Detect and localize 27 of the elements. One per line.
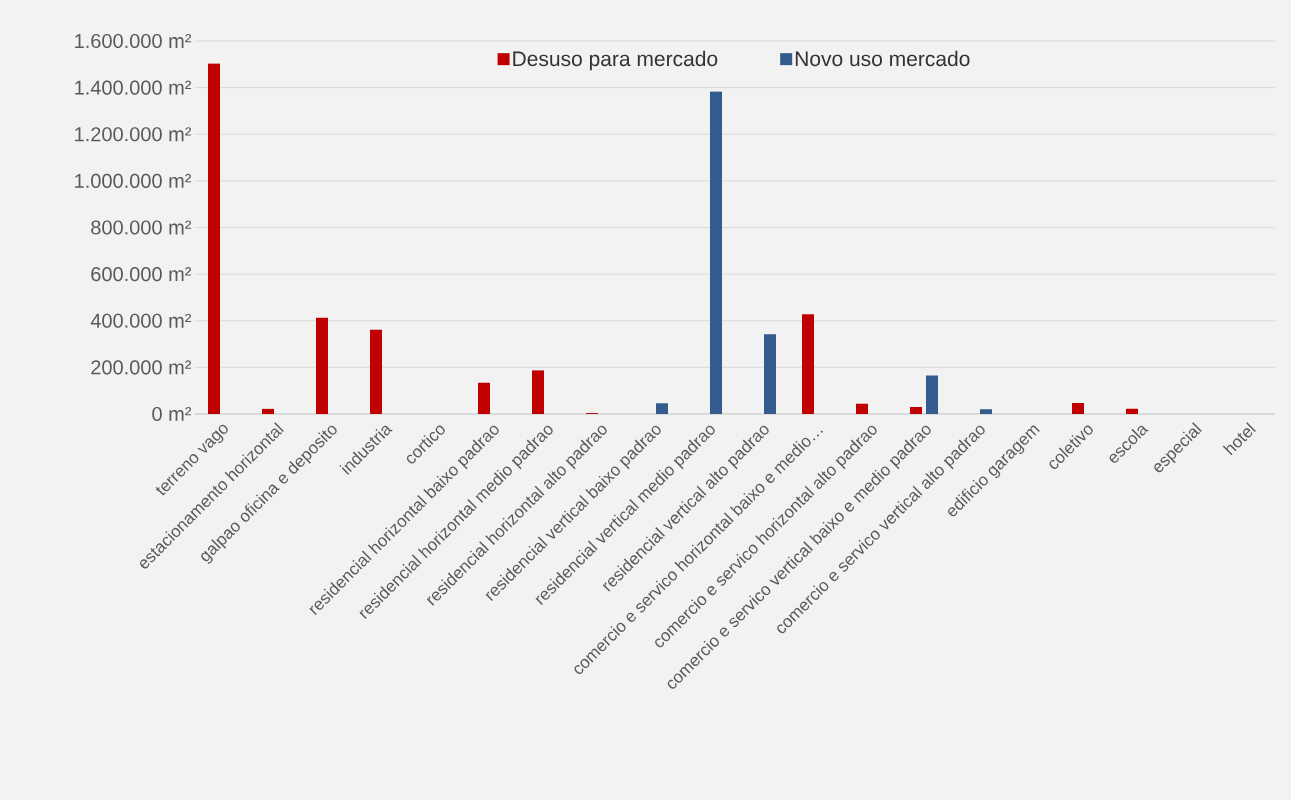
y-tick-label: 1.000.000 m² [75, 173, 192, 188]
bar [926, 375, 938, 414]
y-tick-label: 400.000 m² [90, 313, 192, 328]
bar [316, 317, 329, 414]
y-tick-label: 600.000 m² [91, 267, 192, 282]
bar [710, 91, 722, 414]
y-tick-label: 1.600.000 m² [75, 33, 192, 49]
y-tick-label: 0 m² [152, 406, 192, 422]
y-tick-label: 800.000 m² [91, 220, 192, 235]
legend-label: Desuso para mercado [513, 50, 718, 71]
bar [979, 409, 992, 414]
bar [370, 329, 382, 414]
bar [262, 408, 275, 414]
bar [656, 403, 668, 414]
y-tick-label: 1.200.000 m² [75, 127, 192, 142]
y-tick-label: 200.000 m² [91, 360, 192, 375]
bar [856, 403, 868, 414]
bar [478, 382, 490, 414]
bar [1071, 403, 1084, 414]
bar [764, 334, 776, 414]
bar [909, 407, 922, 414]
legend-label: Novo uso mercado [795, 50, 970, 67]
y-tick-label: 1.400.000 m² [75, 80, 192, 95]
bar [802, 314, 814, 414]
bar [1125, 408, 1138, 414]
bar [532, 370, 544, 414]
bar [208, 63, 221, 414]
